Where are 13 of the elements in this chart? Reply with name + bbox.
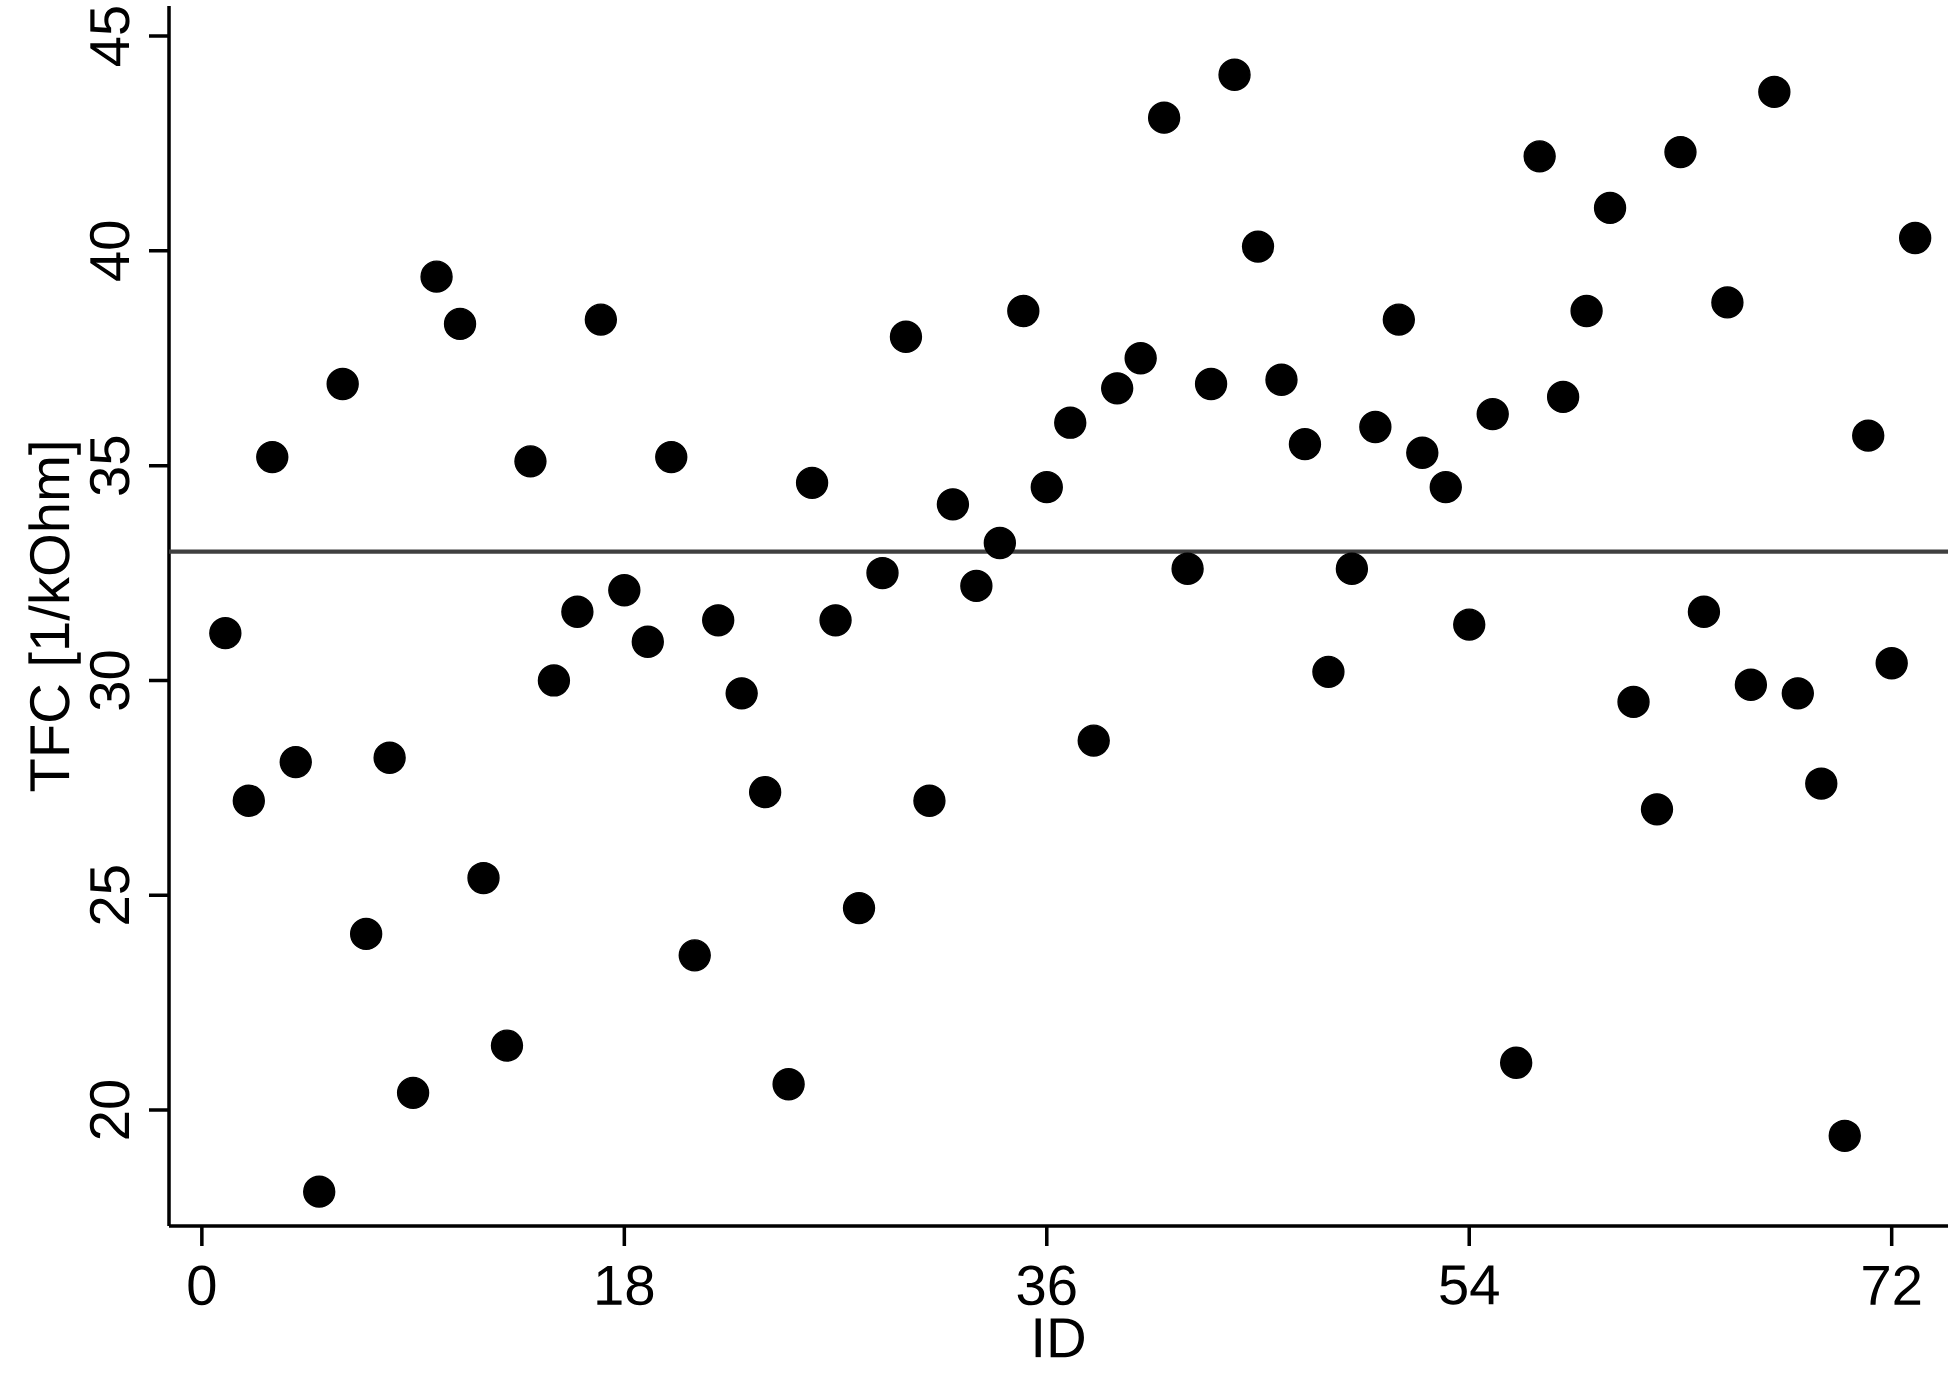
y-tick-label: 30: [89, 651, 130, 710]
y-tick-label: 40: [89, 221, 130, 281]
y-tick-label: 25: [89, 866, 130, 924]
y-tick-label: 35: [89, 436, 130, 495]
x-tick-label: 54: [1440, 1265, 1499, 1305]
y-tick-label: 20: [89, 1080, 130, 1139]
x-tick-label: 0: [188, 1265, 216, 1306]
y-axis-title: TFC [1/kOhm]: [28, 443, 81, 792]
x-axis-title: ID: [1035, 1318, 1084, 1358]
y-tick-label: 45: [90, 7, 130, 67]
x-tick-label: 36: [1017, 1265, 1076, 1306]
x-tick-label: 18: [597, 1265, 654, 1306]
x-tick-label: 72: [1863, 1265, 1921, 1305]
